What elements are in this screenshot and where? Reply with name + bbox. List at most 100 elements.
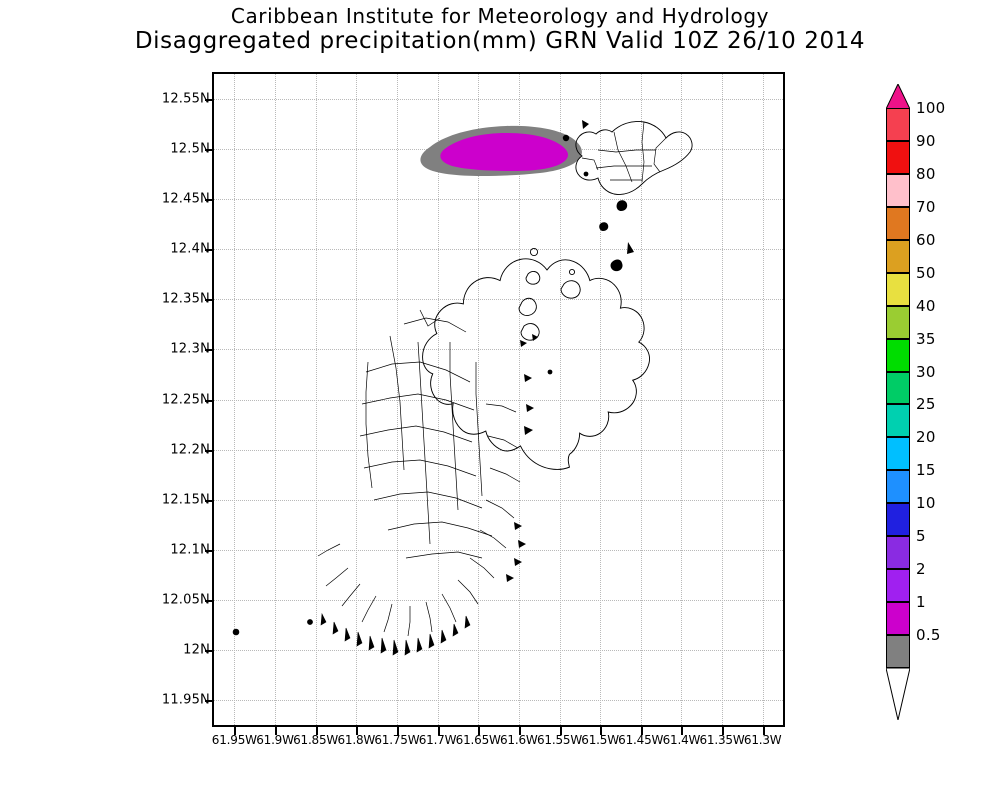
colorbar-tick-label: 100	[916, 99, 946, 117]
x-axis-tick-mark	[762, 727, 765, 735]
y-axis-tick-label: 12.55N	[161, 91, 210, 107]
y-axis-tick-label: 12.5N	[170, 141, 210, 157]
colorbar-tick-label: 60	[916, 230, 936, 249]
colorbar-segment	[886, 404, 910, 438]
gridline-horizontal	[214, 399, 783, 401]
gridline-horizontal	[214, 649, 783, 651]
grenada-southern-tip	[232, 612, 471, 656]
y-axis-tick-mark	[205, 249, 214, 252]
x-axis-tick-label: 61.95W	[211, 733, 257, 747]
y-axis-tick-label: 12.3N	[170, 341, 210, 357]
x-axis-tick-label: 61.45W	[618, 733, 664, 747]
x-axis-tick-label: 61.85W	[293, 733, 339, 747]
x-axis-tick-label: 61.3W	[743, 733, 782, 747]
x-axis-tick-mark	[315, 727, 318, 735]
colorbar-segment	[886, 239, 910, 273]
colorbar-segment	[886, 437, 910, 471]
y-axis-tick-label: 12.35N	[161, 291, 210, 307]
gridline-vertical	[640, 74, 642, 725]
x-axis-tick-label: 61.75W	[374, 733, 420, 747]
colorbar-tick-label: 25	[916, 395, 936, 414]
precip-contour-1mm	[440, 133, 568, 171]
colorbar-segment	[886, 470, 910, 504]
y-axis-tick-mark	[205, 349, 214, 352]
gridline-horizontal	[214, 449, 783, 451]
y-axis-tick-label: 12.2N	[170, 442, 210, 458]
gridline-horizontal	[214, 499, 783, 501]
colorbar-segment	[886, 635, 910, 668]
gridline-horizontal	[214, 349, 783, 351]
x-axis-tick-label: 61.8W	[337, 733, 376, 747]
gridline-horizontal	[214, 700, 783, 701]
colorbar-tick-label: 40	[916, 296, 936, 315]
gridline-horizontal	[214, 249, 783, 251]
colorbar-segment	[886, 371, 910, 405]
carriacou-parish-boundaries	[581, 121, 667, 183]
gridline-vertical	[722, 74, 723, 725]
colorbar-tick-label: 10	[916, 494, 936, 513]
gridline-vertical	[600, 74, 602, 725]
gridline-vertical	[356, 74, 358, 725]
gridline-horizontal	[214, 599, 783, 601]
colorbar-tick-label: 1	[916, 593, 926, 612]
colorbar-tick-label: 5	[916, 527, 926, 546]
y-axis-tick-mark	[205, 499, 214, 502]
gridline-vertical	[275, 74, 276, 725]
colorbar-tick-label: 0.5	[916, 626, 941, 645]
colorbar	[886, 108, 910, 668]
colorbar-extend-bottom	[886, 668, 910, 720]
y-axis-tick-mark	[205, 700, 214, 702]
gridline-horizontal	[214, 199, 783, 201]
colorbar-top-arrow-outline	[886, 84, 910, 109]
colorbar-tick-label: 80	[916, 164, 936, 183]
y-axis-tick-mark	[205, 449, 214, 452]
x-axis-tick-mark	[437, 727, 440, 735]
y-axis-tick-mark	[205, 199, 214, 202]
map-plot-area	[212, 72, 785, 727]
gridline-vertical	[518, 74, 520, 725]
y-axis-tick-mark	[205, 149, 214, 152]
colorbar-tick-label: 70	[916, 197, 936, 216]
map-canvas	[214, 74, 783, 725]
x-axis-tick-mark	[356, 727, 359, 735]
y-axis-tick-mark	[205, 549, 214, 552]
colorbar-segment	[886, 536, 910, 570]
y-axis-tick-label: 12N	[183, 642, 210, 658]
gridline-vertical	[559, 74, 561, 725]
x-axis-tick-mark	[234, 727, 237, 735]
x-axis-tick-label: 61.5W	[581, 733, 619, 747]
grenada-east-coast-fringe	[506, 374, 534, 582]
x-axis-tick-mark	[275, 727, 277, 735]
gridline-vertical	[234, 74, 236, 725]
carriacou-outline	[575, 121, 693, 195]
y-axis-tick-label: 12.1N	[170, 542, 210, 558]
gridline-horizontal	[214, 549, 783, 551]
gridline-vertical	[437, 74, 439, 725]
x-axis-tick-label: 61.6W	[500, 733, 538, 747]
offshore-islets-north	[520, 334, 553, 375]
gridline-vertical	[681, 74, 683, 725]
grenada-outline	[422, 258, 650, 470]
y-axis-tick-mark	[205, 99, 214, 101]
colorbar-segment	[886, 338, 910, 372]
colorbar-tick-label: 2	[916, 560, 926, 579]
colorbar-tick-label: 90	[916, 131, 936, 150]
colorbar-segment	[886, 140, 910, 174]
colorbar-tick-label: 20	[916, 428, 936, 447]
institute-title: Caribbean Institute for Meteorology and …	[230, 4, 770, 28]
gridline-vertical	[315, 74, 317, 725]
colorbar-tick-label: 15	[916, 461, 936, 480]
gridline-vertical	[762, 74, 764, 725]
colorbar-segment	[886, 569, 910, 603]
x-axis-tick-label: 61.55W	[536, 733, 583, 747]
x-axis-tick-mark	[681, 727, 684, 735]
colorbar-tick-label: 35	[916, 329, 936, 348]
y-axis-tick-label: 12.25N	[161, 392, 210, 407]
y-axis-tick-mark	[205, 599, 214, 602]
x-axis-tick-label: 61.65W	[455, 733, 501, 747]
island-outlines	[232, 120, 693, 656]
grenada-catchment-boundaries	[317, 309, 521, 637]
gridline-horizontal	[214, 99, 783, 100]
gridline-horizontal	[214, 299, 783, 301]
x-axis-tick-mark	[396, 727, 399, 735]
